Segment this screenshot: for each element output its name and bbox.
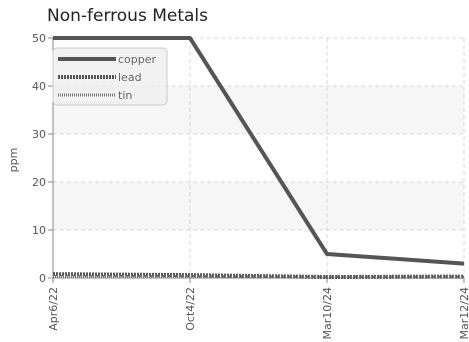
legend-label-lead: lead <box>118 71 142 84</box>
x-tick-label: Mar10/24 <box>321 287 334 339</box>
legend: copper lead tin <box>52 47 168 106</box>
y-tick-label: 20 <box>32 176 46 189</box>
series-line-copper <box>53 36 465 266</box>
plot-bands <box>53 86 464 230</box>
x-tick-labels: Apr6/22 Oct4/22 Mar10/24 Mar12/24 <box>47 287 469 339</box>
y-tick-label: 0 <box>39 272 46 285</box>
legend-label-tin: tin <box>118 89 132 102</box>
y-tick-label: 40 <box>32 80 46 93</box>
series-lines <box>52 36 465 280</box>
x-tick-label: Apr6/22 <box>47 287 60 331</box>
series-line-lead <box>52 272 465 280</box>
y-tick-label: 30 <box>32 128 46 141</box>
y-tick-label: 10 <box>32 224 46 237</box>
y-tick-labels: 0 10 20 30 40 50 <box>32 32 46 285</box>
y-tick-label: 50 <box>32 32 46 45</box>
x-tick-label: Mar12/24 <box>458 287 469 339</box>
chart-title: Non-ferrous Metals <box>47 6 209 26</box>
x-tick-label: Oct4/22 <box>184 287 197 331</box>
legend-label-copper: copper <box>118 53 157 66</box>
y-axis-label: ppm <box>7 148 20 173</box>
plot-band <box>53 182 464 230</box>
